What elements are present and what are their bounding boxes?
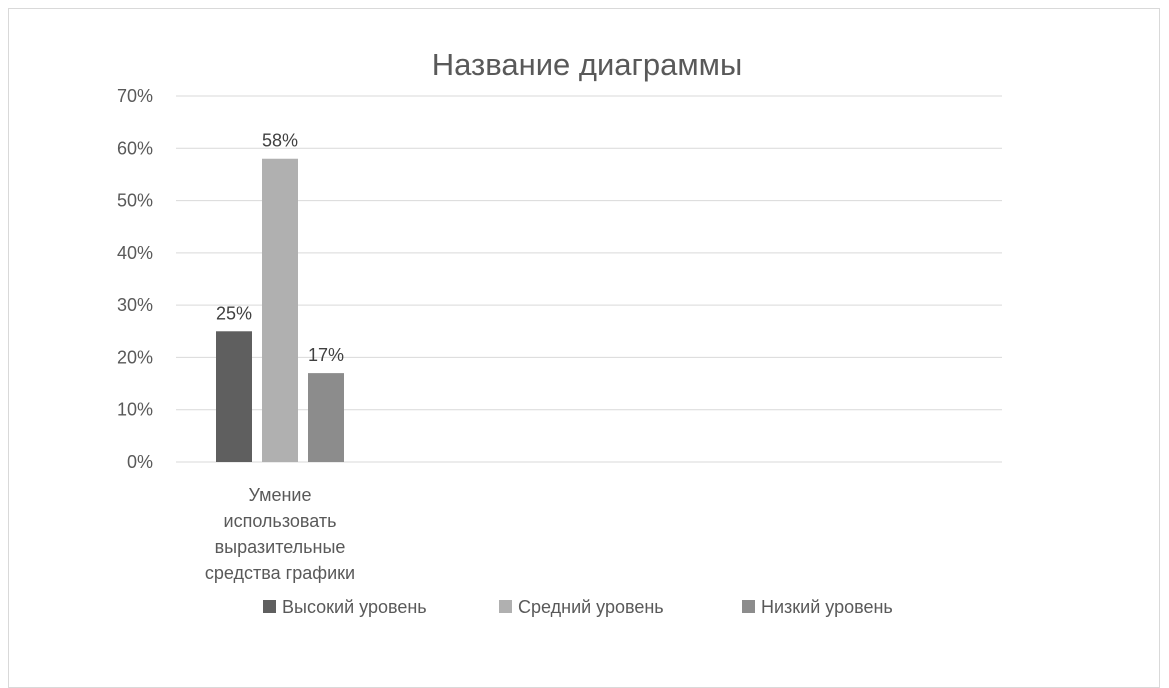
bars <box>216 158 344 462</box>
chart-area: Название диаграммы 0% 10% 20% 30% 40% 50% 60% 7… <box>8 8 1160 688</box>
category-axis: Умение использовать выразительные средства … <box>205 485 355 583</box>
chart-title: Название диаграммы <box>432 47 742 82</box>
gridlines <box>176 95 1002 463</box>
y-tick-label: 70% <box>117 86 153 106</box>
legend-swatch <box>499 600 512 613</box>
legend-swatch <box>263 600 276 613</box>
y-tick-label: 60% <box>117 138 153 158</box>
category-label-line: средства графики <box>205 563 355 583</box>
y-axis-ticks: 0% 10% 20% 30% 40% 50% 60% 70% <box>117 86 153 472</box>
legend-swatch <box>742 600 755 613</box>
legend-label: Низкий уровень <box>761 597 893 617</box>
y-tick-label: 30% <box>117 295 153 315</box>
y-tick-label: 0% <box>127 452 153 472</box>
category-label-line: Умение <box>248 485 311 505</box>
legend-label: Средний уровень <box>518 597 664 617</box>
category-label-line: выразительные <box>215 537 346 557</box>
y-tick-label: 50% <box>117 191 153 211</box>
category-label-line: использовать <box>224 511 337 531</box>
legend-label: Высокий уровень <box>282 597 427 617</box>
data-label: 17% <box>308 345 344 365</box>
bar <box>262 158 298 462</box>
y-tick-label: 20% <box>117 347 153 367</box>
y-tick-label: 10% <box>117 400 153 420</box>
data-labels: 25% 58% 17% <box>216 131 344 365</box>
data-label: 25% <box>216 303 252 323</box>
data-label: 58% <box>262 131 298 151</box>
bar-chart: Название диаграммы 0% 10% 20% 30% 40% 50% 60% 7… <box>117 47 1002 617</box>
y-tick-label: 40% <box>117 243 153 263</box>
bar <box>308 373 344 462</box>
legend: Высокий уровень Средний уровень Низкий уро… <box>263 597 893 617</box>
bar <box>216 331 252 462</box>
